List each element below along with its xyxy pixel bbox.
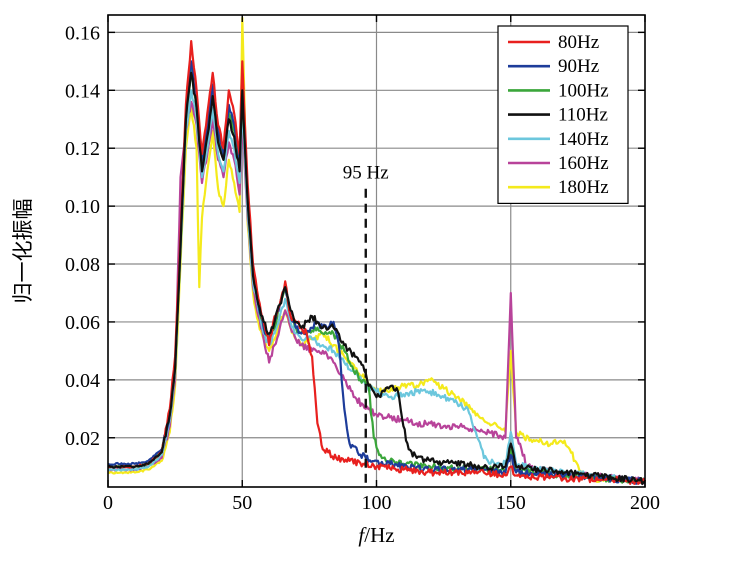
legend-label-90Hz: 90Hz	[558, 56, 599, 77]
y-tick-label: 0.14	[65, 80, 100, 102]
legend-label-180Hz: 180Hz	[558, 177, 609, 198]
y-tick-label: 0.08	[65, 254, 100, 276]
y-tick-label: 0.02	[65, 428, 100, 450]
y-tick-label: 0.06	[65, 312, 100, 334]
x-tick-label: 0	[103, 492, 113, 514]
x-axis-title-symbol: f	[358, 523, 367, 547]
x-axis-title: f/Hz	[358, 523, 394, 547]
legend-label-160Hz: 160Hz	[558, 153, 609, 174]
legend: 80Hz 90Hz 100Hz 110Hz 140Hz 160Hz 180Hz	[497, 25, 629, 204]
x-tick-label: 100	[362, 492, 392, 514]
legend-label-100Hz: 100Hz	[558, 80, 609, 101]
y-tick-label: 0.04	[65, 370, 100, 392]
y-tick-label: 0.10	[65, 196, 100, 218]
y-tick-label: 0.16	[65, 22, 100, 44]
legend-label-110Hz: 110Hz	[558, 105, 608, 126]
series-lines	[107, 16, 646, 486]
annotation: 95 Hz	[343, 163, 389, 487]
series-line-80Hz	[107, 40, 646, 485]
y-axis-title: 归一化振幅	[11, 199, 35, 304]
x-tick-label: 150	[496, 492, 526, 514]
annotation-label: 95 Hz	[343, 163, 389, 184]
x-tick-label: 200	[630, 492, 660, 514]
x-axis-title-unit: /Hz	[364, 523, 394, 547]
x-tick-label: 50	[232, 492, 252, 514]
y-tick-label: 0.12	[65, 138, 100, 160]
series-line-110Hz	[107, 71, 646, 486]
axes: 0 50 100 150 200 0.02 0.04 0.06 0.08 0.10 0.12 0.14…	[65, 14, 660, 514]
legend-label-80Hz: 80Hz	[558, 32, 599, 53]
legend-label-140Hz: 140Hz	[558, 129, 609, 150]
